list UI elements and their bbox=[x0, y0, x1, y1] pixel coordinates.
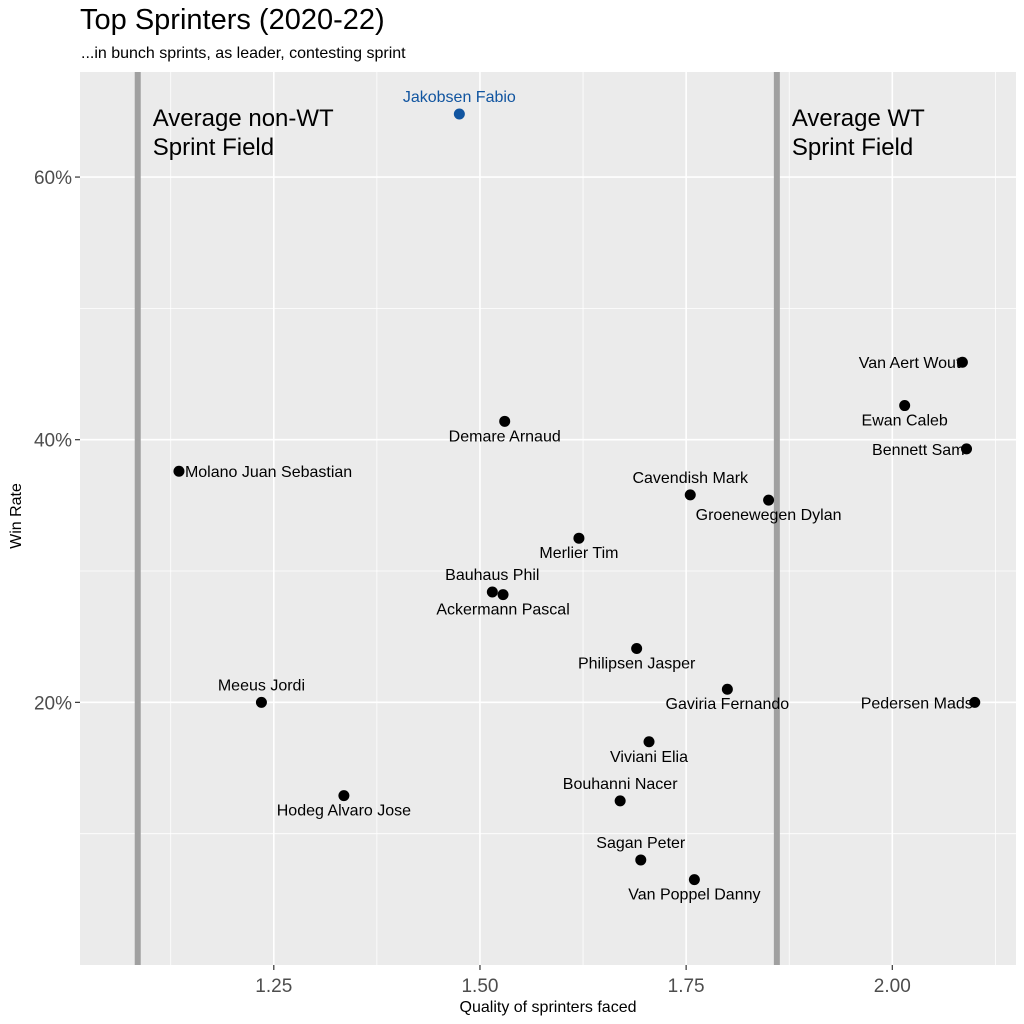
data-point bbox=[497, 589, 509, 601]
data-point bbox=[643, 736, 655, 748]
data-point bbox=[961, 443, 973, 455]
point-label: Viviani Elia bbox=[610, 749, 688, 766]
reference-line-label: Sprint Field bbox=[153, 134, 274, 161]
x-tick-label: 1.25 bbox=[255, 976, 292, 997]
point-label: Cavendish Mark bbox=[632, 470, 749, 487]
point-label: Hodeg Alvaro Jose bbox=[277, 803, 411, 820]
data-point bbox=[763, 494, 775, 506]
data-point bbox=[969, 696, 981, 708]
point-label: Ackermann Pascal bbox=[436, 602, 569, 619]
point-label: Sagan Peter bbox=[596, 835, 686, 852]
point-label: Bennett Sam bbox=[872, 442, 965, 459]
data-point bbox=[635, 854, 647, 866]
point-label: Bauhaus Phil bbox=[445, 567, 539, 584]
y-axis-title: Win Rate bbox=[8, 483, 25, 549]
x-tick-label: 1.50 bbox=[461, 976, 498, 997]
chart-subtitle: ...in bunch sprints, as leader, contesti… bbox=[81, 45, 406, 62]
point-label: Van Aert Wout bbox=[859, 355, 961, 372]
data-point bbox=[688, 874, 700, 886]
point-label: Groenewegen Dylan bbox=[696, 507, 842, 524]
point-label: Demare Arnaud bbox=[449, 428, 561, 445]
data-point bbox=[684, 489, 696, 501]
data-point bbox=[956, 356, 968, 368]
data-points bbox=[173, 108, 981, 886]
reference-line-label: Average WT bbox=[792, 105, 925, 132]
x-axis: 1.25 1.50 1.75 2.00 bbox=[255, 965, 911, 997]
point-label: Philipsen Jasper bbox=[578, 656, 696, 673]
point-label: Merlier Tim bbox=[539, 545, 618, 562]
chart-title: Top Sprinters (2020-22) bbox=[80, 4, 385, 36]
y-axis: 20% 40% 60% bbox=[34, 168, 80, 714]
reference-line-label: Average non-WT bbox=[153, 105, 334, 132]
y-tick-label: 20% bbox=[34, 693, 72, 714]
point-label: Bouhanni Nacer bbox=[563, 776, 678, 793]
point-label: Pedersen Mads bbox=[861, 695, 973, 712]
point-label: Molano Juan Sebastian bbox=[185, 464, 352, 481]
minor-grid bbox=[80, 72, 1016, 965]
point-label: Jakobsen Fabio bbox=[403, 89, 516, 106]
data-point bbox=[573, 532, 585, 544]
data-point bbox=[631, 643, 643, 655]
data-point bbox=[338, 790, 350, 802]
point-labels: Jakobsen Fabio Van Aert Wout Ewan Caleb Ben… bbox=[185, 89, 973, 904]
data-point bbox=[721, 683, 733, 695]
point-label: Gaviria Fernando bbox=[666, 696, 790, 713]
x-tick-label: 1.75 bbox=[668, 976, 705, 997]
data-point bbox=[486, 586, 498, 598]
data-point bbox=[255, 696, 267, 708]
x-tick-label: 2.00 bbox=[874, 976, 911, 997]
major-grid bbox=[80, 72, 1016, 965]
plot-panel bbox=[80, 72, 1016, 965]
data-point bbox=[453, 108, 465, 120]
data-point bbox=[499, 415, 511, 427]
reference-line-label: Sprint Field bbox=[792, 134, 913, 161]
y-tick-label: 40% bbox=[34, 431, 72, 452]
x-axis-title: Quality of sprinters faced bbox=[460, 999, 637, 1016]
y-tick-label: 60% bbox=[34, 168, 72, 189]
point-label: Ewan Caleb bbox=[862, 413, 948, 430]
data-point bbox=[173, 465, 185, 477]
point-label: Meeus Jordi bbox=[218, 677, 305, 694]
data-point bbox=[899, 400, 911, 412]
point-label: Van Poppel Danny bbox=[628, 887, 760, 904]
data-point bbox=[614, 795, 626, 807]
